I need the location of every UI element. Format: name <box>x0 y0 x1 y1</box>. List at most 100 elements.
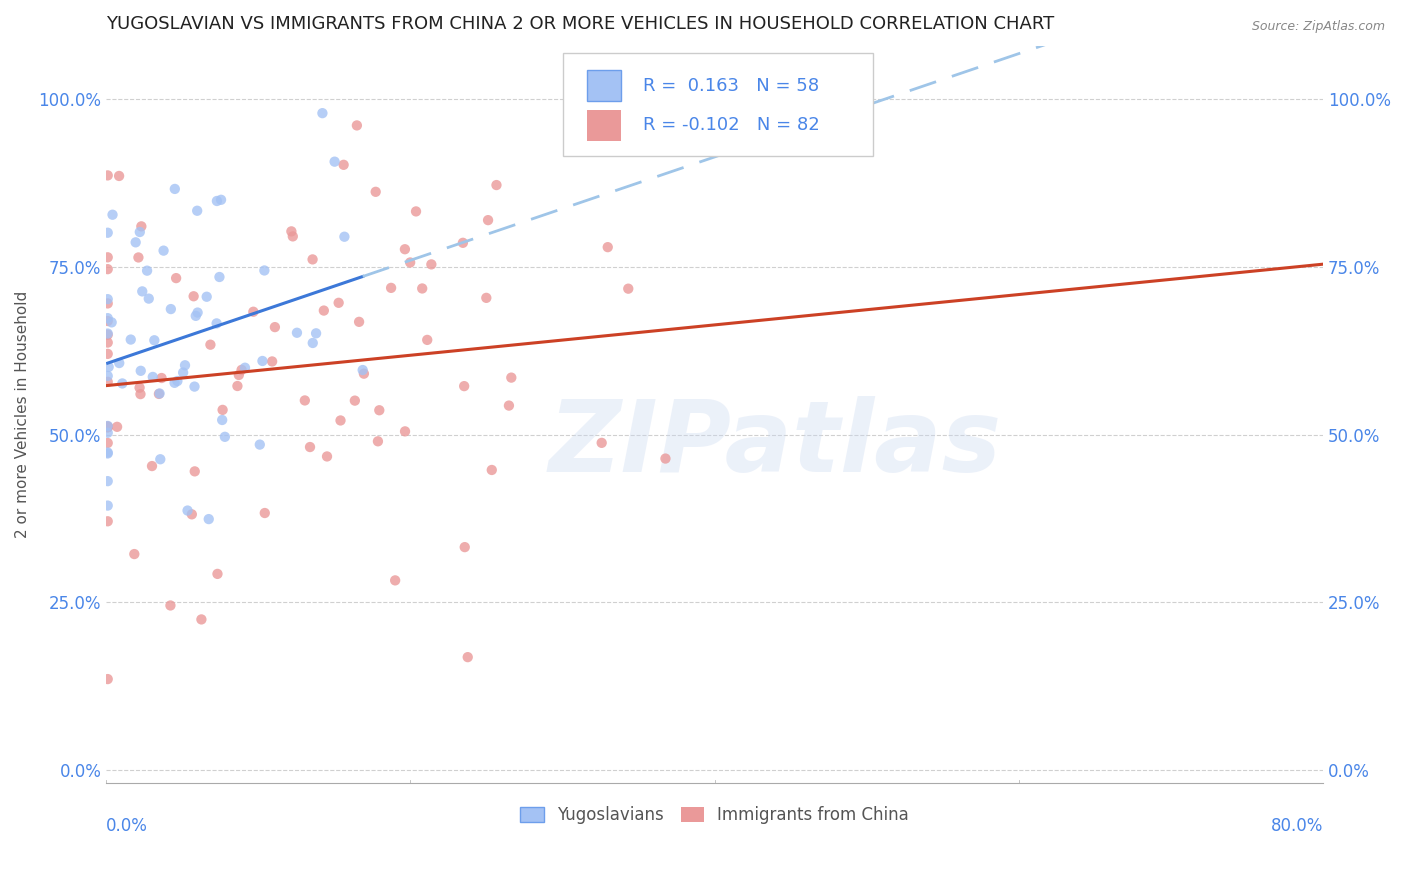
Point <box>97 499 120 513</box>
Point <box>160 301 183 316</box>
Point <box>416 333 439 347</box>
Point <box>281 229 304 244</box>
Point <box>184 309 207 323</box>
Point <box>501 370 523 384</box>
Point <box>352 363 374 377</box>
Point <box>211 413 233 427</box>
Point <box>617 282 640 296</box>
Point <box>97 436 120 450</box>
Point <box>180 508 202 522</box>
Point <box>150 371 173 385</box>
Point <box>141 458 163 473</box>
Point <box>280 224 302 238</box>
Point <box>252 354 274 368</box>
Point <box>120 333 142 347</box>
Point <box>301 336 323 351</box>
Point <box>97 375 120 389</box>
Point <box>174 359 197 373</box>
Point <box>128 381 150 395</box>
Point <box>131 219 153 234</box>
Text: YUGOSLAVIAN VS IMMIGRANTS FROM CHINA 2 OR MORE VEHICLES IN HOUSEHOLD CORRELATION: YUGOSLAVIAN VS IMMIGRANTS FROM CHINA 2 O… <box>107 15 1054 33</box>
Point <box>207 566 229 581</box>
Point <box>105 420 128 434</box>
Point <box>475 291 498 305</box>
Point <box>333 229 356 244</box>
Point <box>399 255 422 269</box>
Point <box>311 106 333 120</box>
Point <box>97 446 120 460</box>
Point <box>477 213 499 227</box>
Point <box>172 366 194 380</box>
Point <box>367 434 389 449</box>
Point <box>97 326 120 341</box>
Point <box>97 419 120 434</box>
Point <box>368 403 391 417</box>
Point <box>97 672 120 686</box>
Point <box>394 425 416 439</box>
Point <box>249 437 271 451</box>
Text: ZIPatlas: ZIPatlas <box>548 395 1002 492</box>
Y-axis label: 2 or more Vehicles in Household: 2 or more Vehicles in Household <box>15 291 30 538</box>
Point <box>328 295 350 310</box>
Point <box>97 262 120 277</box>
Point <box>143 333 166 347</box>
FancyBboxPatch shape <box>586 70 621 101</box>
Point <box>380 281 402 295</box>
Point <box>451 235 474 250</box>
Point <box>186 203 208 218</box>
Point <box>253 506 276 520</box>
Point <box>128 225 150 239</box>
Point <box>264 320 287 334</box>
Legend: Yugoslavians, Immigrants from China: Yugoslavians, Immigrants from China <box>513 799 915 830</box>
Point <box>97 419 120 434</box>
Point <box>200 337 222 351</box>
Point <box>316 450 339 464</box>
Text: R = -0.102   N = 82: R = -0.102 N = 82 <box>643 116 820 135</box>
Point <box>364 185 387 199</box>
Point <box>97 419 120 434</box>
Point <box>485 178 508 192</box>
Point <box>165 271 187 285</box>
FancyBboxPatch shape <box>562 53 873 156</box>
Point <box>226 379 249 393</box>
Point <box>195 290 218 304</box>
Point <box>136 263 159 277</box>
Point <box>298 440 321 454</box>
Point <box>294 393 316 408</box>
Point <box>347 315 370 329</box>
Point <box>205 194 228 208</box>
Point <box>346 119 368 133</box>
Point <box>457 650 479 665</box>
Point <box>166 374 188 388</box>
Point <box>214 430 236 444</box>
Point <box>148 387 170 401</box>
Point <box>108 356 131 370</box>
Point <box>228 368 250 382</box>
Point <box>129 364 152 378</box>
Point <box>262 354 284 368</box>
Point <box>205 317 228 331</box>
Point <box>242 304 264 318</box>
Point <box>654 451 676 466</box>
Point <box>111 376 134 391</box>
Point <box>323 154 346 169</box>
Point <box>209 193 232 207</box>
Point <box>285 326 308 340</box>
Point <box>184 464 207 478</box>
Point <box>97 292 120 306</box>
Point <box>384 574 406 588</box>
Point <box>124 235 146 250</box>
Point <box>353 367 375 381</box>
Point <box>312 303 335 318</box>
Point <box>129 387 152 401</box>
Point <box>97 314 120 328</box>
Point <box>187 305 209 319</box>
Point <box>101 208 124 222</box>
Point <box>481 463 503 477</box>
Point <box>127 251 149 265</box>
Text: R =  0.163   N = 58: R = 0.163 N = 58 <box>643 77 818 95</box>
Point <box>163 376 186 390</box>
Text: Source: ZipAtlas.com: Source: ZipAtlas.com <box>1251 20 1385 33</box>
Point <box>131 285 153 299</box>
Point <box>97 296 120 310</box>
